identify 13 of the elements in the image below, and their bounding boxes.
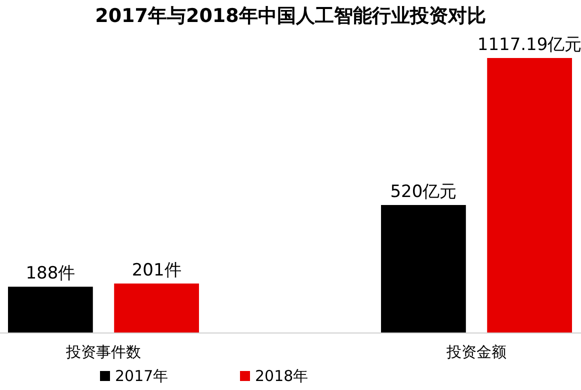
data-label: 520亿元 (390, 182, 457, 202)
data-label: 1117.19亿元 (477, 35, 581, 55)
legend-label: 2017年 (115, 367, 168, 385)
chart-title: 2017年与2018年中国人工智能行业投资对比 (95, 5, 486, 27)
x-tick-label: 投资金额 (446, 343, 507, 361)
bar (8, 286, 93, 333)
bar (487, 58, 572, 333)
bar (381, 205, 466, 333)
x-tick-label: 投资事件数 (64, 343, 141, 361)
data-label: 188件 (26, 264, 76, 284)
data-label: 201件 (132, 260, 182, 281)
bar (114, 284, 199, 333)
legend-label: 2018年 (255, 367, 308, 385)
